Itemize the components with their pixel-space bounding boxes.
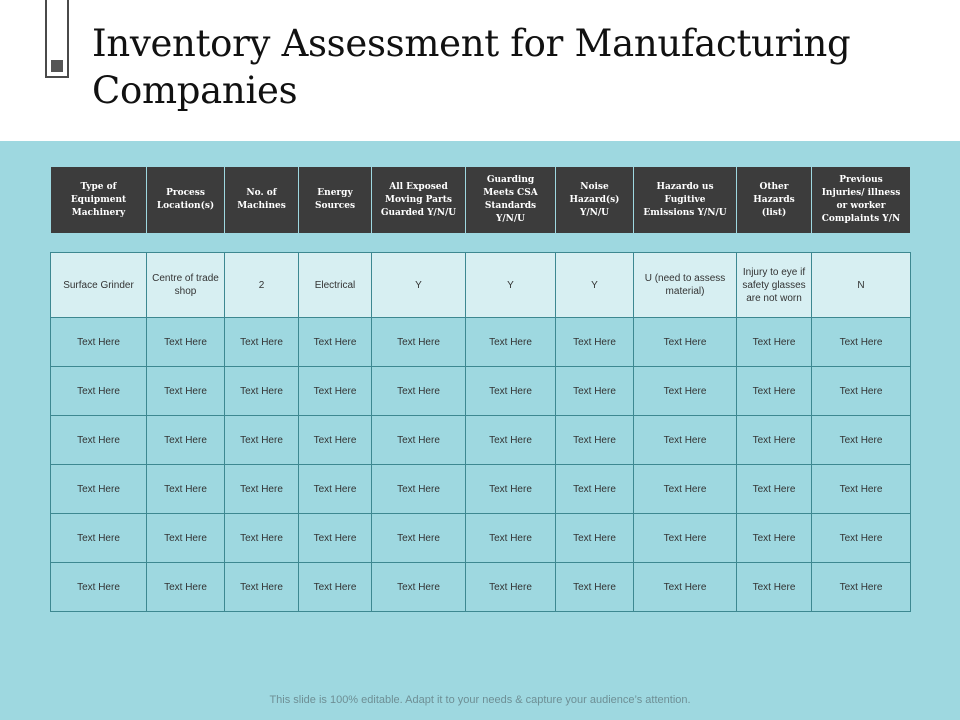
table-cell: Text Here (465, 562, 556, 612)
table-cell: Text Here (224, 415, 299, 465)
table-cell: Text Here (298, 317, 372, 367)
table-cell: Text Here (633, 366, 737, 416)
column-header: Guarding Meets CSA Standards Y/N/U (465, 167, 556, 233)
table-cell: Text Here (371, 317, 466, 367)
table-cell: Text Here (811, 317, 911, 367)
table-row: Text Here Text Here Text Here Text Here … (50, 317, 911, 367)
title-band: Inventory Assessment for Manufacturing C… (0, 0, 960, 141)
table-cell: Text Here (736, 464, 812, 514)
table-cell: Text Here (736, 366, 812, 416)
table-cell: Surface Grinder (50, 252, 147, 318)
table-row: Text Here Text Here Text Here Text Here … (50, 513, 911, 563)
table-cell: Text Here (465, 513, 556, 563)
slide-marker-icon (45, 0, 69, 78)
table-cell: Text Here (811, 513, 911, 563)
table-cell: Text Here (811, 366, 911, 416)
footer-note: This slide is 100% editable. Adapt it to… (269, 694, 691, 706)
header-row: Type of Equipment Machinery Process Loca… (50, 167, 911, 233)
column-header: Other Hazards (list) (736, 167, 812, 233)
table-cell: Text Here (555, 317, 634, 367)
table-cell: Text Here (555, 464, 634, 514)
table-row: Text Here Text Here Text Here Text Here … (50, 464, 911, 514)
table-cell: Centre of trade shop (146, 252, 225, 318)
column-header: Noise Hazard(s) Y/N/U (555, 167, 634, 233)
column-header: Process Location(s) (146, 167, 225, 233)
table-cell: Text Here (146, 562, 225, 612)
table-cell: Text Here (298, 513, 372, 563)
table-cell: Text Here (50, 513, 147, 563)
table-cell: Text Here (555, 366, 634, 416)
table-cell: Text Here (633, 562, 737, 612)
table-cell: Text Here (633, 415, 737, 465)
table-cell: Text Here (224, 513, 299, 563)
table-cell: Text Here (555, 415, 634, 465)
table-cell: Text Here (224, 464, 299, 514)
table-cell: Text Here (633, 464, 737, 514)
table-cell: Text Here (465, 366, 556, 416)
table-cell: Text Here (146, 513, 225, 563)
data-table: Surface Grinder Centre of trade shop 2 E… (50, 252, 911, 612)
table-cell: Text Here (298, 415, 372, 465)
table-cell: Text Here (146, 464, 225, 514)
table-cell: U (need to assess material) (633, 252, 737, 318)
column-header: Hazardo us Fugitive Emissions Y/N/U (633, 167, 737, 233)
column-header: Type of Equipment Machinery (50, 167, 147, 233)
table-cell: Text Here (371, 415, 466, 465)
table-cell: Text Here (50, 562, 147, 612)
table-cell: Text Here (465, 317, 556, 367)
table-cell: N (811, 252, 911, 318)
table-cell: Text Here (736, 317, 812, 367)
column-header: All Exposed Moving Parts Guarded Y/N/U (371, 167, 466, 233)
table-cell: Text Here (371, 464, 466, 514)
table-cell: Text Here (50, 415, 147, 465)
table-cell: Text Here (371, 366, 466, 416)
table-cell: Text Here (50, 366, 147, 416)
table-cell: Text Here (146, 317, 225, 367)
table-cell: Text Here (50, 464, 147, 514)
table-cell: Text Here (298, 464, 372, 514)
table-cell: Text Here (224, 366, 299, 416)
table-cell: Text Here (736, 415, 812, 465)
table-cell: Text Here (736, 513, 812, 563)
column-header: Energy Sources (298, 167, 372, 233)
column-header: Previous Injuries/ illness or worker Com… (811, 167, 911, 233)
table-cell: Text Here (371, 513, 466, 563)
table-cell: Text Here (224, 317, 299, 367)
table-cell: Text Here (811, 562, 911, 612)
table-cell: 2 (224, 252, 299, 318)
table-cell: Text Here (811, 464, 911, 514)
table-cell: Y (465, 252, 556, 318)
table-cell: Text Here (633, 513, 737, 563)
table-cell: Text Here (146, 415, 225, 465)
table-row: Text Here Text Here Text Here Text Here … (50, 366, 911, 416)
page-title: Inventory Assessment for Manufacturing C… (92, 22, 851, 112)
table-cell: Text Here (811, 415, 911, 465)
table-cell: Y (555, 252, 634, 318)
table-cell: Text Here (465, 415, 556, 465)
table-cell: Text Here (371, 562, 466, 612)
table-cell: Injury to eye if safety glasses are not … (736, 252, 812, 318)
table-row: Text Here Text Here Text Here Text Here … (50, 415, 911, 465)
table-cell: Text Here (50, 317, 147, 367)
table-cell: Text Here (298, 366, 372, 416)
table-cell: Text Here (736, 562, 812, 612)
table-cell: Text Here (465, 464, 556, 514)
table-row: Text Here Text Here Text Here Text Here … (50, 562, 911, 612)
column-header: No. of Machines (224, 167, 299, 233)
table-cell: Text Here (633, 317, 737, 367)
table-cell: Y (371, 252, 466, 318)
table-cell: Text Here (224, 562, 299, 612)
table-cell: Electrical (298, 252, 372, 318)
table-cell: Text Here (555, 562, 634, 612)
table-row: Surface Grinder Centre of trade shop 2 E… (50, 252, 911, 318)
table-cell: Text Here (298, 562, 372, 612)
table-header: Type of Equipment Machinery Process Loca… (50, 167, 911, 233)
table-cell: Text Here (146, 366, 225, 416)
table-cell: Text Here (555, 513, 634, 563)
